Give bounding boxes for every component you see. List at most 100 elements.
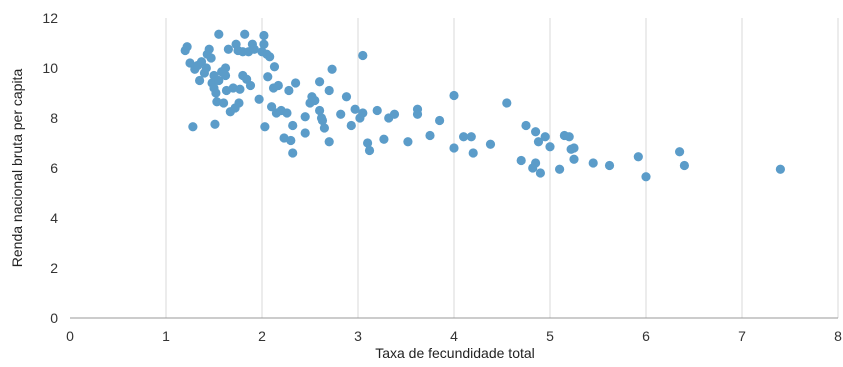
data-point bbox=[319, 123, 329, 133]
x-tick-label: 3 bbox=[354, 328, 362, 344]
data-point bbox=[300, 128, 310, 138]
data-point bbox=[363, 138, 373, 148]
data-point bbox=[235, 84, 245, 94]
y-tick-label: 10 bbox=[42, 60, 58, 76]
data-point bbox=[531, 127, 541, 137]
data-point bbox=[641, 172, 651, 182]
data-point bbox=[346, 120, 356, 131]
data-point bbox=[195, 75, 205, 86]
data-point bbox=[412, 109, 423, 119]
data-point bbox=[259, 30, 269, 41]
x-tick-label: 4 bbox=[450, 328, 458, 344]
data-point bbox=[204, 44, 214, 54]
data-point bbox=[210, 119, 220, 129]
data-point bbox=[466, 132, 476, 142]
data-point bbox=[220, 63, 231, 73]
data-point bbox=[372, 105, 382, 116]
data-point bbox=[679, 160, 690, 171]
data-point bbox=[389, 109, 400, 119]
data-point bbox=[267, 102, 277, 112]
data-point bbox=[223, 44, 233, 54]
data-point bbox=[196, 57, 207, 67]
data-point bbox=[604, 160, 615, 171]
data-point bbox=[324, 85, 334, 96]
data-point bbox=[214, 75, 224, 86]
data-point bbox=[273, 80, 283, 91]
x-tick-label: 8 bbox=[834, 328, 842, 344]
data-point bbox=[188, 122, 198, 132]
data-point bbox=[502, 98, 512, 108]
data-point bbox=[531, 158, 541, 168]
data-point bbox=[317, 115, 328, 126]
y-axis-title: Renda nacional bruta per capita bbox=[9, 69, 25, 268]
data-point bbox=[220, 70, 231, 81]
data-point bbox=[588, 158, 598, 168]
data-point bbox=[327, 64, 337, 74]
data-point bbox=[201, 63, 211, 73]
x-tick-label: 5 bbox=[546, 328, 554, 344]
data-point bbox=[315, 105, 325, 116]
x-tick-label: 0 bbox=[66, 328, 74, 344]
data-point bbox=[254, 94, 264, 104]
data-point bbox=[240, 29, 250, 39]
data-point bbox=[265, 52, 275, 62]
data-point bbox=[263, 72, 273, 82]
data-points bbox=[180, 29, 786, 182]
data-point bbox=[269, 62, 280, 72]
data-point bbox=[211, 88, 221, 98]
data-point bbox=[675, 147, 685, 157]
data-point bbox=[485, 139, 496, 149]
data-point bbox=[219, 98, 229, 108]
x-tick-label: 2 bbox=[258, 328, 266, 344]
y-tick-label: 6 bbox=[50, 160, 58, 176]
data-point bbox=[182, 42, 192, 52]
data-point bbox=[234, 98, 244, 108]
data-point bbox=[288, 120, 298, 131]
data-point bbox=[521, 120, 531, 131]
data-point bbox=[379, 134, 389, 144]
y-tick-label: 4 bbox=[50, 210, 58, 226]
data-point bbox=[449, 143, 459, 153]
data-point bbox=[569, 143, 579, 153]
data-point bbox=[459, 132, 469, 142]
data-point bbox=[260, 122, 270, 132]
data-point bbox=[564, 132, 574, 142]
data-point bbox=[336, 109, 346, 119]
data-point bbox=[259, 39, 269, 49]
y-tick-label: 2 bbox=[50, 260, 58, 276]
y-tick-label: 8 bbox=[50, 110, 58, 126]
data-point bbox=[425, 130, 435, 141]
data-point bbox=[291, 78, 301, 88]
y-tick-label: 0 bbox=[50, 310, 58, 326]
data-point bbox=[350, 104, 360, 114]
x-tick-labels: 0 1 2 3 4 5 6 7 8 bbox=[66, 328, 842, 344]
data-point bbox=[284, 85, 294, 96]
data-point bbox=[775, 164, 786, 174]
data-point bbox=[185, 58, 195, 68]
data-point bbox=[358, 108, 368, 118]
data-point bbox=[249, 44, 259, 54]
data-point bbox=[288, 148, 298, 158]
data-point bbox=[310, 95, 320, 106]
data-point bbox=[535, 168, 546, 178]
data-point bbox=[633, 152, 643, 162]
data-point bbox=[435, 115, 445, 126]
data-point bbox=[245, 80, 256, 91]
data-point bbox=[533, 137, 544, 147]
grid-layer bbox=[165, 18, 839, 318]
x-axis-title: Taxa de fecundidade total bbox=[375, 345, 535, 361]
data-point bbox=[468, 148, 478, 158]
data-point bbox=[569, 154, 579, 164]
data-point bbox=[545, 142, 555, 152]
data-point bbox=[516, 155, 526, 166]
data-point bbox=[315, 77, 325, 87]
data-point bbox=[300, 112, 310, 122]
x-tick-label: 1 bbox=[162, 328, 170, 344]
data-point bbox=[286, 135, 296, 146]
data-point bbox=[341, 92, 352, 102]
data-point bbox=[282, 108, 292, 118]
data-point bbox=[403, 137, 413, 147]
data-point bbox=[206, 53, 216, 63]
data-point bbox=[540, 132, 550, 142]
